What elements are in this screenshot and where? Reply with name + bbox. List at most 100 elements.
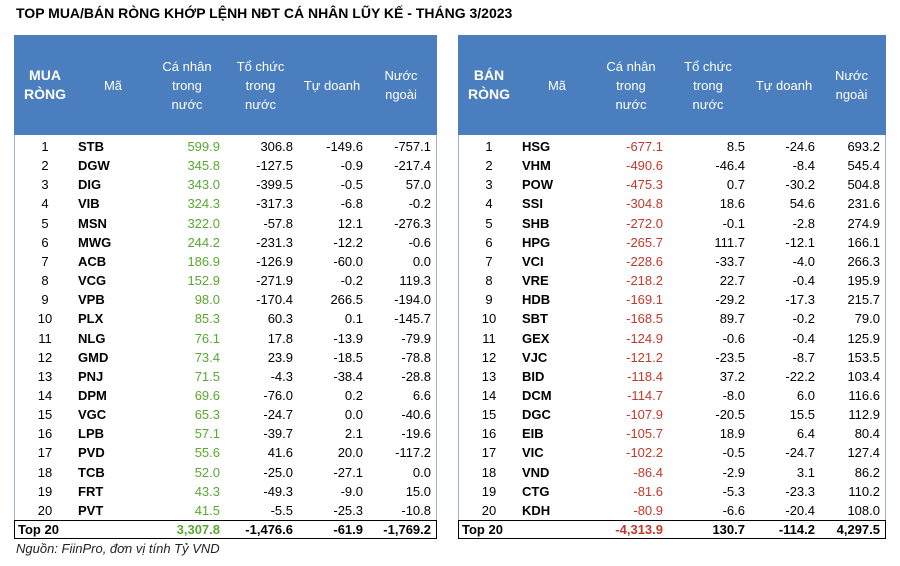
value-cell: 108.0 [847,502,880,518]
value-cell: -677.1 [626,139,663,154]
ticker-cell: POW [522,177,554,193]
value-cell: -80.9 [633,502,663,518]
value-cell: -0.2 [792,311,815,327]
rank-cell: 12 [481,349,497,365]
value-cell: -169.1 [626,292,663,308]
value-cell: 266.5 [330,292,363,308]
value-cell: 98.0 [194,292,220,308]
rank-cell: 8 [41,273,49,289]
value-cell: 55.6 [194,445,220,461]
rank-cell: 8 [485,273,493,289]
value-cell: -107.9 [626,407,663,423]
value-cell: -0.4 [792,273,815,289]
ticker-cell: VCG [78,273,107,289]
ticker-cell: VND [522,464,550,480]
title: TOP MUA/BÁN RÒNG KHỚP LỆNH NĐT CÁ NHÂN L… [16,5,513,21]
ticker-cell: SSI [522,196,543,212]
value-cell: 103.4 [847,368,880,384]
rank-cell: 11 [38,330,52,346]
value-cell: -86.4 [633,464,663,480]
value-cell: 76.1 [194,330,220,346]
value-cell: -399.5 [256,177,293,193]
value-cell: -490.6 [626,158,663,174]
total-value: -1,769.2 [383,522,431,537]
header-cell: Mã [103,77,123,93]
value-cell: 60.3 [267,311,293,327]
value-cell: 41.5 [194,502,220,518]
rank-cell: 16 [37,426,53,442]
value-cell: -79.9 [401,330,431,346]
value-cell: 306.8 [260,139,293,154]
value-cell: -4.0 [792,253,815,269]
value-cell: -0.6 [722,330,745,346]
ticker-cell: HPG [522,234,551,250]
value-cell: -46.4 [715,158,745,174]
value-cell: 22.7 [719,273,745,289]
rank-cell: 18 [37,464,53,480]
value-cell: -8.0 [722,387,745,403]
value-cell: -6.6 [722,502,745,518]
header-cell: Tự doanh [303,77,361,93]
value-cell: -271.9 [256,273,293,289]
value-cell: -5.3 [722,483,745,499]
value-cell: 0.2 [344,387,363,403]
ticker-cell: FRT [78,483,104,499]
value-cell: -29.2 [715,292,745,308]
value-cell: -304.8 [626,196,663,212]
value-cell: -145.7 [394,311,431,327]
value-cell: -276.3 [394,215,431,231]
ticker-cell: ACB [78,253,107,269]
ticker-cell: SHB [522,215,550,231]
ticker-cell: VRE [522,273,549,289]
value-cell: -76.0 [263,387,293,403]
rank-cell: 9 [485,292,493,308]
value-cell: -0.6 [408,234,431,250]
value-cell: 18.6 [719,196,745,212]
value-cell: -12.1 [785,234,815,250]
ticker-cell: VJC [522,349,548,365]
value-cell: -0.2 [408,196,431,212]
rank-cell: 7 [41,253,49,269]
value-cell: 0.7 [726,177,745,193]
ticker-cell: VCI [522,253,544,269]
value-cell: 244.2 [187,234,220,250]
value-cell: 322.0 [187,215,220,231]
value-cell: 127.4 [847,445,880,461]
rank-cell: 5 [41,215,49,231]
rank-cell: 3 [41,177,49,193]
value-cell: 71.5 [194,368,220,384]
value-cell: 6.6 [412,387,431,403]
value-cell: -24.6 [785,139,815,154]
value-cell: 69.6 [194,387,220,403]
rank-cell: 2 [485,158,493,174]
value-cell: 43.3 [194,483,220,499]
value-cell: -8.4 [792,158,815,174]
value-cell: -23.3 [785,483,815,499]
value-cell: -18.5 [333,349,363,365]
rank-cell: 18 [481,464,497,480]
rank-cell: 14 [481,387,497,403]
value-cell: 345.8 [187,158,220,174]
ticker-cell: LPB [78,426,104,442]
ticker-cell: HSG [522,139,551,154]
rank-cell: 15 [481,407,497,423]
value-cell: -0.5 [340,177,363,193]
ticker-cell: PLX [78,311,104,327]
total-value: -1,476.6 [245,522,293,537]
total-value: 3,307.8 [176,522,220,537]
rank-cell: 6 [485,234,493,250]
rank-cell: 13 [481,368,497,384]
value-cell: -0.5 [722,445,745,461]
value-cell: 23.9 [267,349,293,365]
total-label: Top 20 [462,522,503,537]
rank-cell: 3 [485,177,493,193]
total-value: 4,297.5 [836,522,880,537]
rank-cell: 4 [485,196,493,212]
ticker-cell: HDB [522,292,551,308]
total-value: 130.7 [712,522,745,537]
header-cell: Cá nhân trong nước [162,58,212,112]
total-value: -114.2 [778,522,815,537]
value-cell: -4.3 [270,368,293,384]
value-cell: 0.0 [412,253,431,269]
value-cell: -2.9 [722,464,745,480]
